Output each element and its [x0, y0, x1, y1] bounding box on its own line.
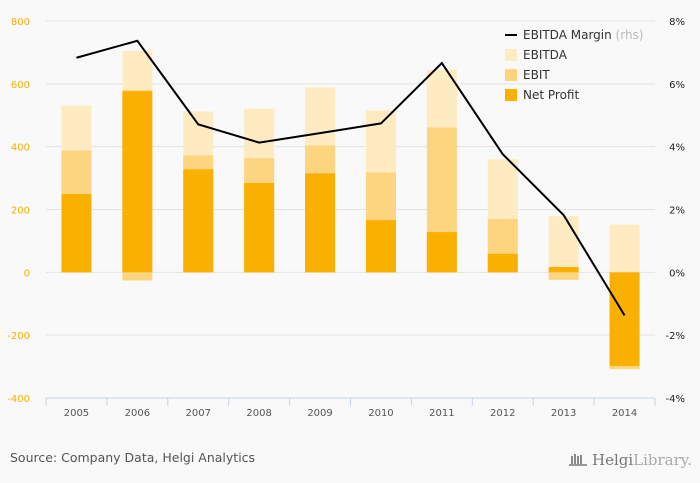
x-tick-label: 2011: [429, 408, 454, 419]
legend-label: Net Profit: [523, 88, 579, 102]
y-right-tick-label: 4%: [669, 143, 685, 154]
legend-label: EBITDA: [523, 48, 568, 62]
legend-label: EBIT: [523, 68, 550, 82]
legend-label-suffix: (rhs): [612, 28, 644, 42]
legend-label: EBITDA Margin (rhs): [523, 28, 644, 42]
legend: EBITDA Margin (rhs) EBITDA EBIT Net Profit: [505, 28, 644, 102]
margin-line-group: [76, 39, 626, 316]
x-tick-label: 2006: [125, 408, 150, 419]
bars: [61, 50, 640, 370]
y-right-tick-label: -4%: [666, 394, 685, 405]
bar-net-profit: [122, 90, 153, 273]
bar-net-profit: [548, 266, 579, 273]
y-left-tick-label: -400: [7, 394, 30, 405]
y-right-tick-label: 0%: [669, 268, 685, 279]
y-left-tick-label: 600: [11, 80, 30, 91]
x-tick-label: 2013: [551, 408, 576, 419]
axes: 800 8% 600 6% 400 4% 200 2% 0 0% -200 -2% -400 -4% 200…: [7, 17, 685, 419]
chart: 800 8% 600 6% 400 4% 200 2% 0 0% -200 -2% -400 -4% 200…: [7, 17, 685, 419]
bar-net-profit: [61, 194, 92, 273]
legend-swatch-icon: [505, 49, 517, 61]
helgi-library-logo[interactable]: HelgiLibrary.: [568, 450, 692, 469]
x-tick-label: 2014: [612, 408, 637, 419]
y-left-tick-label: -200: [7, 331, 30, 342]
x-tick-label: 2009: [307, 408, 332, 419]
y-right-tick-label: 2%: [669, 206, 685, 217]
y-left-tick-label: 200: [11, 206, 30, 217]
y-left-tick-label: 0: [24, 268, 30, 279]
x-tick-label: 2008: [246, 408, 271, 419]
bar-net-profit: [426, 232, 457, 273]
bar-ebit: [122, 272, 153, 281]
bar-net-profit: [365, 220, 396, 273]
y-left-tick-label: 800: [11, 17, 30, 28]
bar-net-profit: [183, 169, 214, 273]
bar-ebitda: [609, 224, 640, 273]
source-note: Source: Company Data, Helgi Analytics: [10, 450, 256, 465]
logo-text-bold: Helgi: [592, 451, 634, 469]
logo-text-light: Library.: [633, 451, 693, 469]
x-tick-label: 2012: [490, 408, 515, 419]
library-logo-icon: [569, 453, 587, 466]
ebitda-margin-line: [76, 39, 626, 316]
bar-net-profit: [487, 253, 518, 273]
y-right-tick-label: 6%: [669, 80, 685, 91]
bar-ebitda: [548, 216, 579, 273]
bar-net-profit: [244, 183, 275, 273]
legend-swatch-icon: [505, 69, 517, 81]
y-right-tick-label: -2%: [666, 331, 685, 342]
y-left-tick-label: 400: [11, 143, 30, 154]
bar-net-profit: [305, 173, 336, 273]
y-right-tick-label: 8%: [669, 17, 685, 28]
bar-ebit: [548, 272, 579, 280]
x-tick-label: 2005: [64, 408, 89, 419]
legend-swatch-icon: [505, 89, 517, 101]
x-tick-label: 2010: [368, 408, 393, 419]
bar-net-profit: [609, 272, 640, 366]
x-tick-label: 2007: [186, 408, 211, 419]
